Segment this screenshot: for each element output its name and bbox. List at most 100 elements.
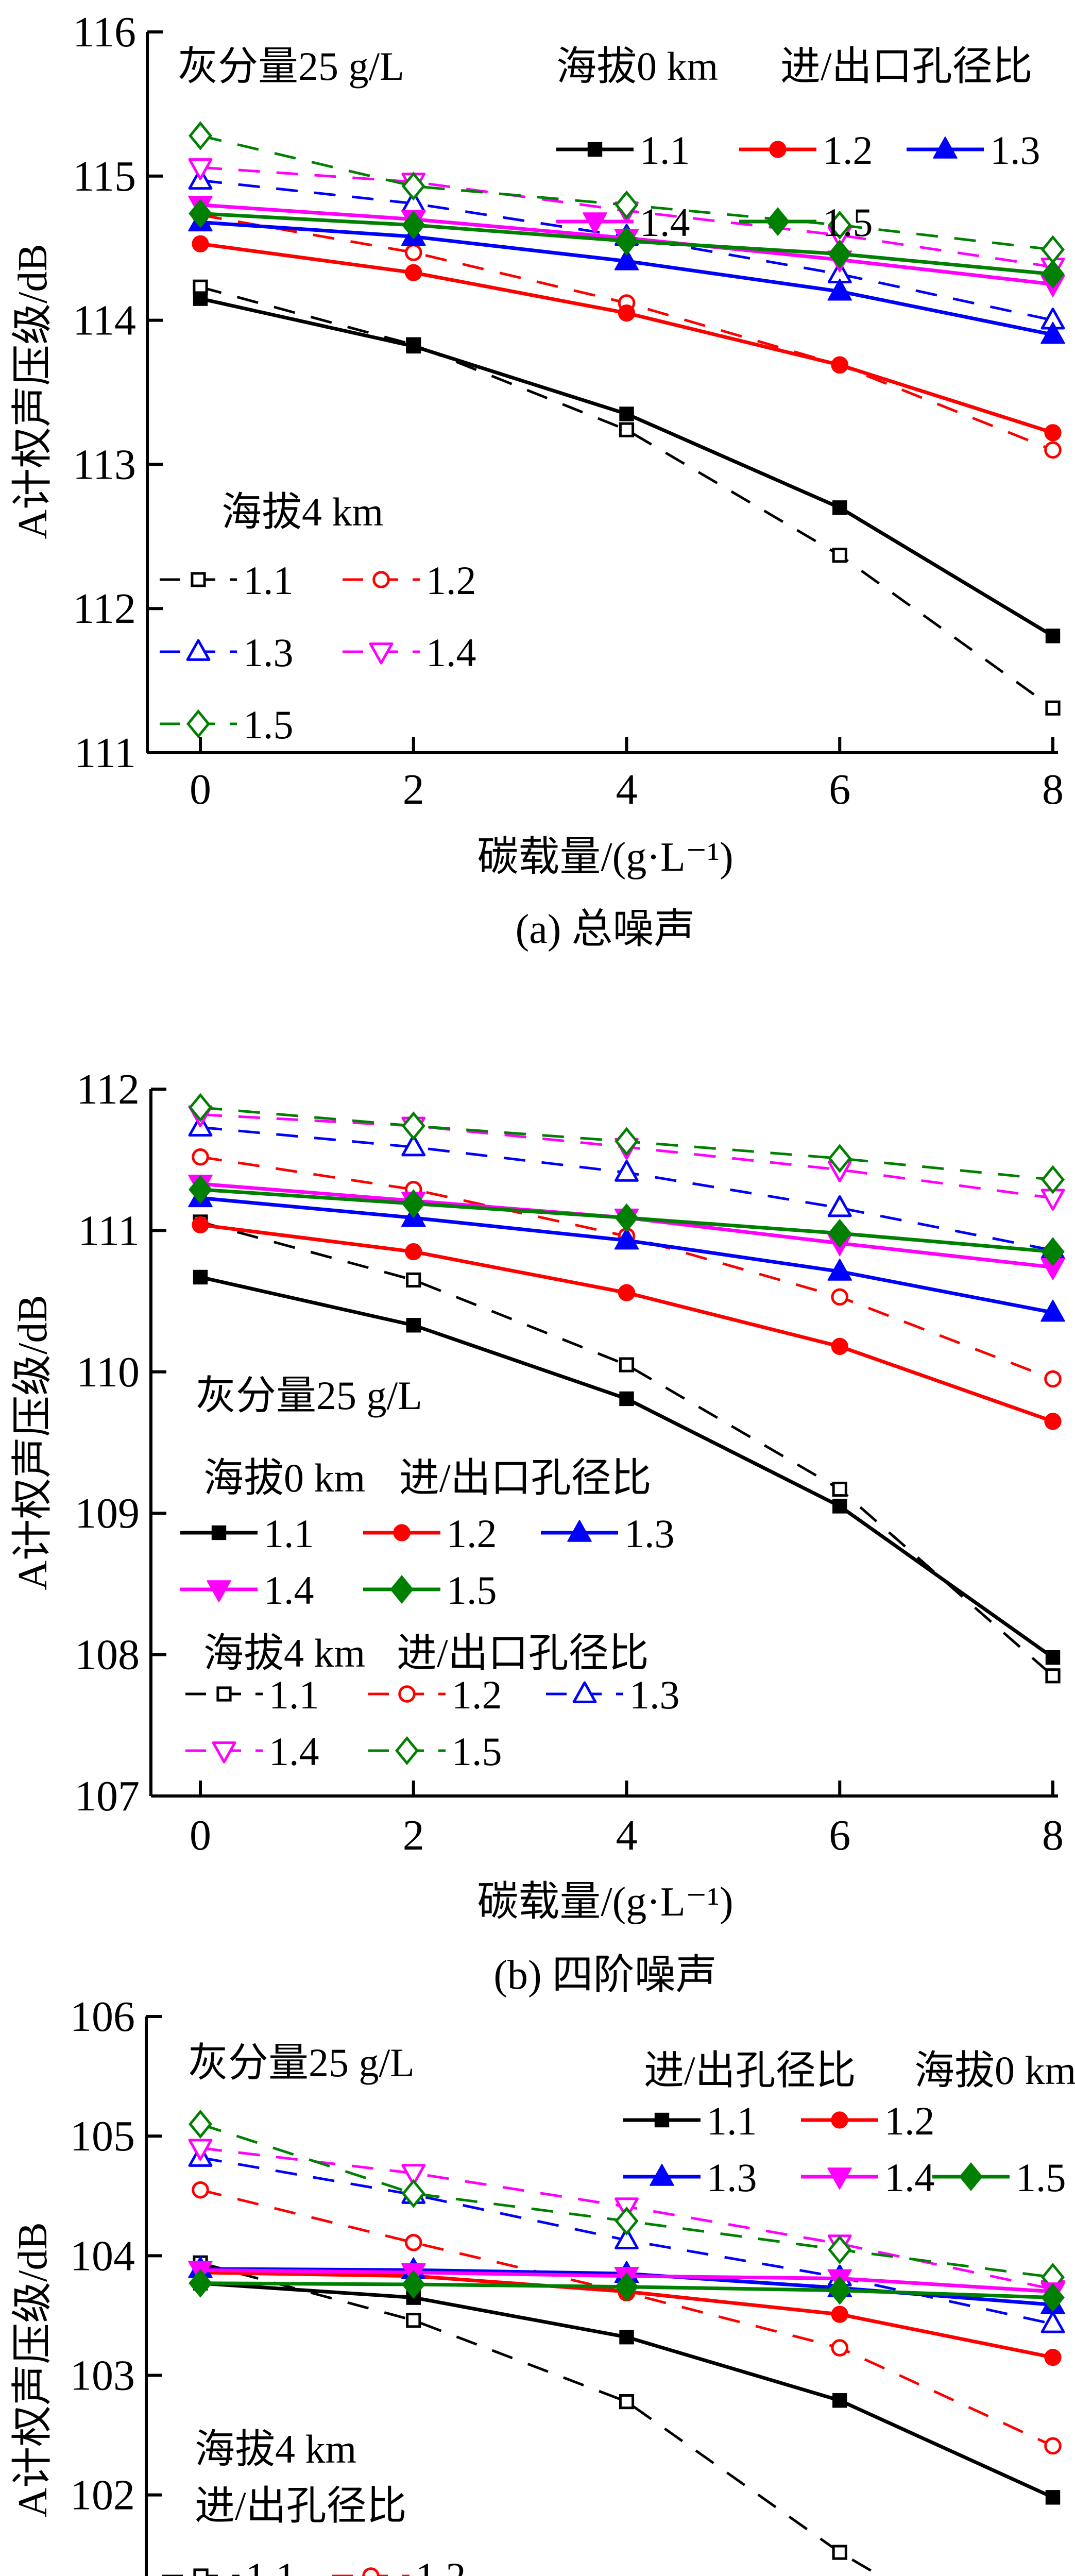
legend-4km-title: 海拔4 km	[203, 1631, 365, 1675]
legend-marker-square	[654, 2112, 670, 2128]
legend-item-0km-1-2: 1.2	[739, 128, 873, 173]
data-point-diamond	[401, 2179, 425, 2208]
data-point-circle	[831, 2306, 848, 2323]
data-point-square	[619, 1357, 635, 1372]
data-point-square	[832, 2393, 847, 2408]
legend-label: 1.4	[426, 630, 476, 675]
legend-item-0km-1-4: 1.4	[556, 200, 690, 245]
x-tick-label: 8	[1042, 766, 1064, 814]
legend-label: 1.4	[269, 1729, 319, 1774]
series-0km-1-5	[189, 2268, 1065, 2312]
data-point-square	[619, 406, 634, 421]
series-layer	[188, 1093, 1065, 1684]
series-4km-1-1	[193, 2255, 883, 2576]
legend-label: 1.3	[624, 1511, 675, 1556]
legend-label: 1.5	[243, 702, 294, 747]
data-point-diamond	[188, 121, 213, 150]
legend-item-0km-1-4: 1.4	[180, 1568, 314, 1613]
y-axis-title: A计权声压级/dB	[10, 1295, 56, 1590]
legend-4km-title: 海拔4 km	[221, 489, 383, 534]
legend-item-4km-1-3: 1.3	[160, 630, 294, 675]
series-0km-1-3	[188, 1185, 1065, 1322]
data-point-square	[193, 1269, 208, 1285]
data-point-circle	[1044, 441, 1062, 459]
y-tick-label: 104	[70, 2232, 135, 2280]
y-tick-label: 106	[70, 1993, 135, 2041]
legend-label: 1.2	[426, 558, 476, 603]
x-tick-label: 2	[403, 1811, 424, 1859]
legend-label: 1.4	[640, 200, 690, 245]
legend-marker-triangle-up	[572, 1681, 597, 1703]
data-point-diamond	[189, 1175, 212, 1204]
legend-marker-square	[193, 2568, 209, 2576]
y-tick-label: 105	[70, 2112, 135, 2160]
data-point-circle	[404, 2233, 422, 2251]
y-tick-label: 111	[74, 729, 136, 777]
data-point-diamond	[189, 2268, 212, 2298]
legend-ratio-title: 进/出孔径比	[644, 2048, 856, 2093]
legend-marker-triangle-up	[650, 2164, 674, 2186]
legend-0km-title: 海拔0 km	[556, 44, 718, 89]
legend-item-4km-1-4: 1.4	[185, 1729, 319, 1774]
series-layer	[188, 2109, 1065, 2576]
data-point-circle	[192, 1216, 209, 1234]
x-tick-label: 6	[829, 1811, 850, 1859]
data-point-circle	[1044, 1413, 1062, 1430]
legend-marker-triangle-down	[212, 1741, 236, 1764]
series-layer	[188, 121, 1065, 716]
legend-marker-square	[191, 572, 206, 587]
y-tick-label: 114	[73, 297, 136, 345]
legend-marker-square	[587, 142, 603, 157]
series-0km-1-5	[189, 199, 1065, 289]
legend-item-4km-1-2: 1.2	[368, 1672, 502, 1717]
legend-label: 1.4	[264, 1568, 314, 1613]
legend-label: 1.4	[884, 2155, 935, 2200]
x-tick-label: 0	[190, 766, 211, 814]
legend-item-4km-1-5: 1.5	[160, 702, 294, 747]
legend-item-0km-1-1: 1.1	[623, 2098, 757, 2143]
series-4km-1-5	[188, 121, 1065, 264]
legend-4km-title: 海拔4 km	[195, 2427, 356, 2471]
legend-item-0km-1-2: 1.2	[363, 1511, 497, 1556]
caption-a: (a) 总噪声	[516, 907, 695, 952]
legend-label: 1.1	[707, 2098, 757, 2143]
data-point-diamond	[401, 2270, 425, 2299]
chart-panel-c: 10010110210310410510602468 1.11.21.31.41…	[10, 1993, 1075, 2576]
legend-label: 1.5	[452, 1729, 502, 1774]
y-axis-title: A计权声压级/dB	[10, 244, 56, 539]
data-point-diamond	[615, 2206, 639, 2236]
legend-label: 1.1	[246, 2554, 296, 2576]
data-point-square	[1045, 1668, 1061, 1684]
data-point-square	[1045, 700, 1061, 716]
data-point-diamond	[828, 239, 852, 268]
y-tick-label: 112	[76, 1065, 140, 1113]
legend-label: 1.2	[452, 1672, 502, 1717]
legend-marker-diamond	[390, 1575, 414, 1604]
series-line	[200, 297, 1054, 638]
data-point-diamond	[401, 1189, 425, 1218]
legend-layer: 1.11.21.31.41.51.11.21.31.41.5	[162, 2098, 1066, 2576]
data-point-circle	[618, 304, 636, 322]
ash-annotation: 灰分量25 g/L	[196, 1373, 422, 1418]
data-point-diamond	[615, 2272, 639, 2301]
data-point-square	[832, 2545, 847, 2560]
data-point-triangle-down	[401, 2164, 426, 2186]
legend-marker-triangle-down	[583, 212, 607, 234]
data-point-circle	[192, 235, 209, 252]
legend-marker-circle	[362, 2567, 380, 2576]
data-point-triangle-up	[827, 1195, 852, 1217]
y-tick-label: 113	[73, 440, 136, 488]
axes: 107 108 109 110 111 112 0 2 4 6 8	[75, 1065, 1064, 1859]
legend-item-4km-1-1: 1.1	[185, 1672, 319, 1717]
series-0km-1-5	[189, 1175, 1065, 1266]
legend-marker-diamond	[395, 1736, 419, 1766]
data-point-square	[193, 291, 208, 306]
data-point-circle	[831, 356, 848, 374]
legend-0km-title: 海拔0 km	[914, 2048, 1075, 2093]
data-point-square	[619, 2394, 635, 2410]
data-point-circle	[405, 1243, 422, 1261]
data-point-triangle-up	[615, 1160, 639, 1182]
x-axis-title: 碳载量/(g·L⁻¹)	[477, 835, 733, 880]
series-0km-1-2	[192, 1216, 1062, 1430]
